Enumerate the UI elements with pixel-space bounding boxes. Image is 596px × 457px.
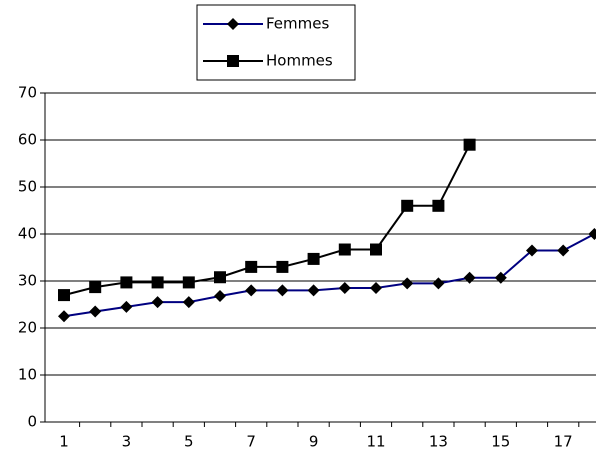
x-tick-label: 15 — [491, 433, 510, 451]
y-tick-label: 50 — [18, 178, 37, 196]
marker — [338, 243, 351, 256]
y-tick-label: 60 — [18, 131, 37, 149]
legend-label: Femmes — [266, 15, 329, 33]
y-tick-label: 0 — [27, 413, 37, 431]
series-line — [63, 144, 471, 297]
x-tick-label: 5 — [184, 433, 194, 451]
y-tick-label: 10 — [18, 366, 37, 384]
marker — [463, 271, 476, 284]
marker — [401, 199, 414, 212]
marker — [338, 282, 351, 295]
marker — [526, 244, 538, 257]
marker — [276, 260, 289, 273]
marker — [307, 284, 320, 297]
marker — [463, 138, 476, 151]
marker — [182, 296, 195, 309]
marker — [370, 282, 382, 295]
marker — [120, 300, 133, 313]
y-tick-label: 20 — [18, 319, 37, 337]
marker — [151, 276, 164, 289]
marker — [245, 284, 258, 297]
marker — [588, 228, 596, 240]
marker — [89, 281, 102, 294]
legend-marker — [227, 55, 239, 67]
marker — [182, 276, 195, 289]
x-tick-label: 7 — [246, 433, 256, 451]
marker — [214, 271, 226, 284]
x-tick-label: 13 — [429, 433, 448, 451]
y-tick-label: 30 — [18, 272, 37, 290]
x-tick-label: 3 — [122, 433, 132, 451]
x-tick-label: 1 — [59, 433, 69, 451]
marker — [276, 284, 289, 297]
marker — [432, 199, 445, 212]
marker — [245, 260, 258, 273]
marker — [151, 296, 164, 309]
marker — [58, 289, 70, 302]
marker — [89, 305, 102, 318]
marker — [432, 277, 445, 290]
legend-marker — [227, 18, 239, 30]
marker — [58, 310, 70, 323]
y-tick-label: 70 — [18, 84, 37, 102]
marker — [401, 277, 414, 290]
marker — [370, 243, 382, 256]
legend-box — [196, 4, 356, 81]
x-tick-label: 11 — [366, 433, 385, 451]
x-tick-label: 9 — [309, 433, 319, 451]
marker — [557, 244, 570, 257]
series-line — [63, 233, 595, 318]
marker — [214, 290, 226, 303]
marker — [494, 271, 507, 284]
legend-label: Hommes — [266, 52, 333, 70]
marker — [307, 252, 320, 265]
x-tick-label: 17 — [554, 433, 573, 451]
y-tick-label: 40 — [18, 225, 37, 243]
marker — [120, 276, 133, 289]
